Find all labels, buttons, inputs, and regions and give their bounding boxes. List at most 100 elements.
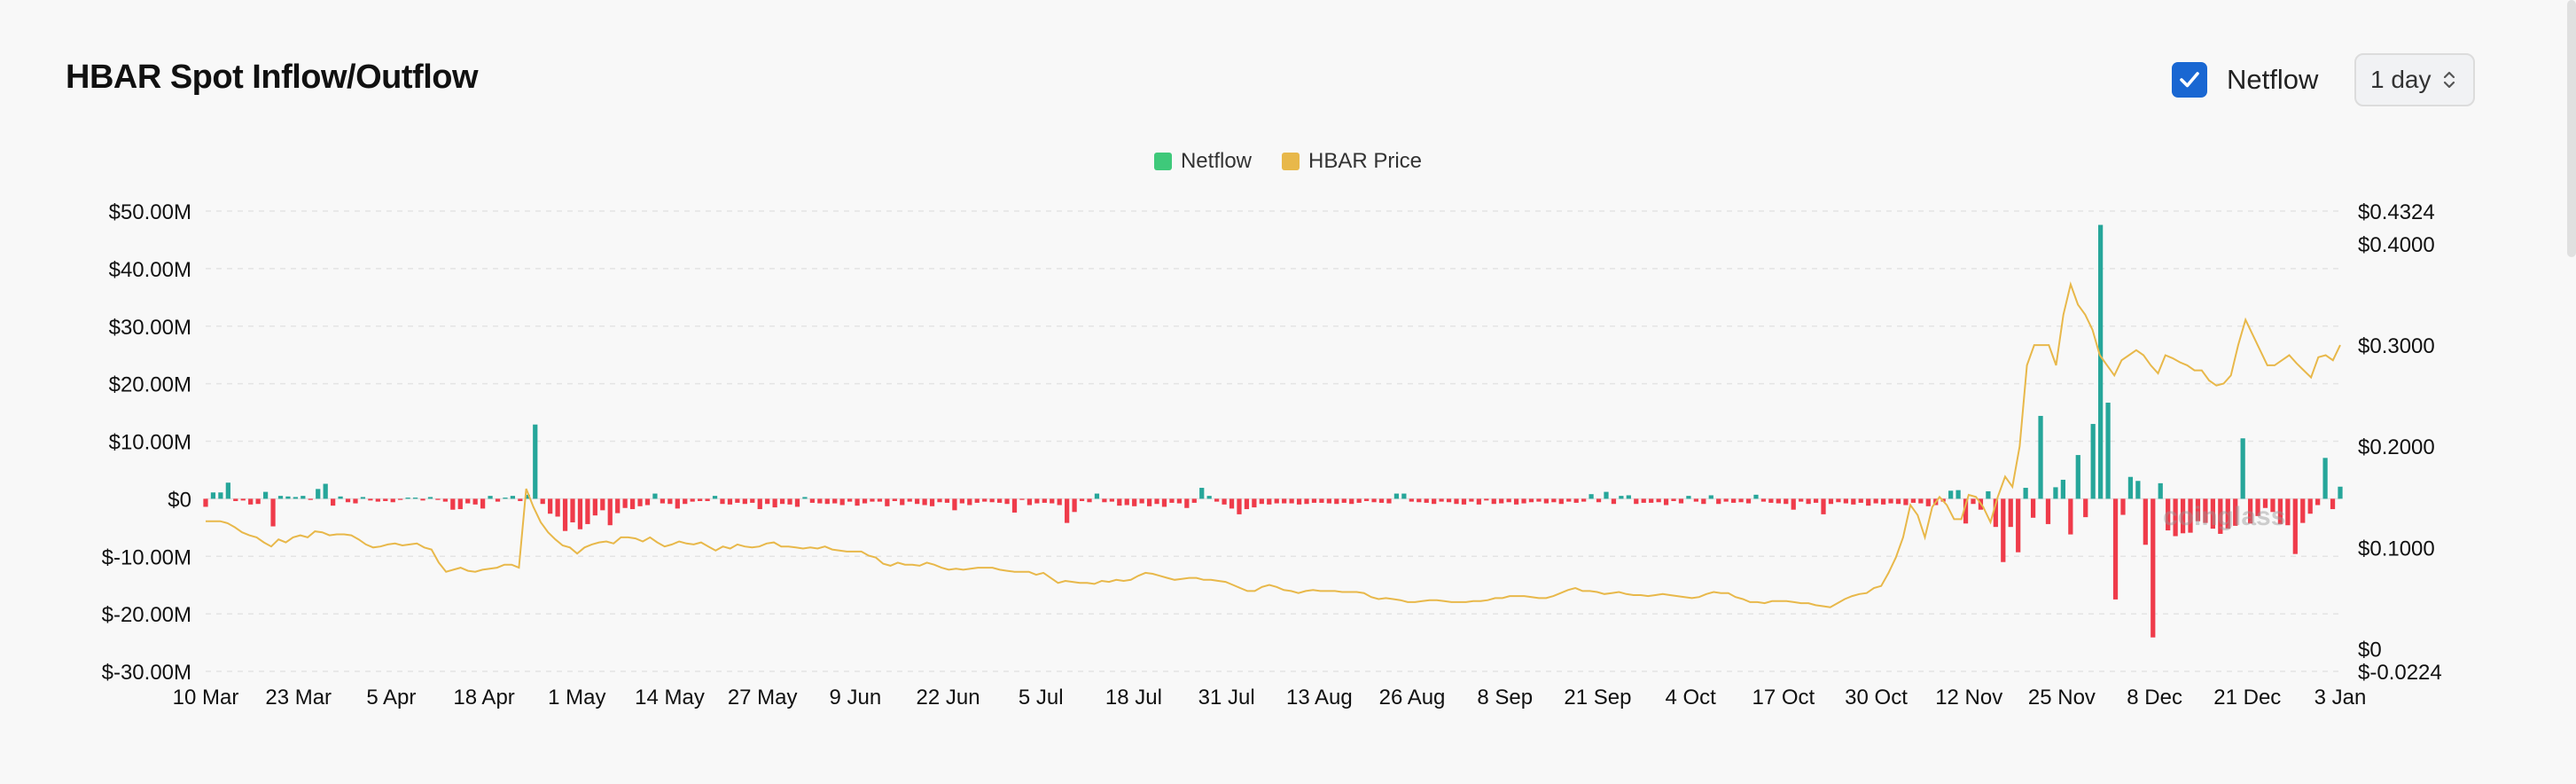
checkmark-icon (2180, 72, 2199, 88)
netflow-bar (2105, 403, 2111, 499)
netflow-bar (915, 498, 920, 505)
netflow-bar (1499, 498, 1504, 504)
netflow-bar (862, 498, 868, 504)
netflow-bar (420, 498, 425, 501)
watermark-logo: coinglass (2163, 502, 2286, 531)
netflow-bar (1469, 498, 1474, 502)
x-tick-label: 26 Aug (1379, 686, 1446, 710)
netflow-bar (1087, 498, 1092, 503)
netflow-bar (2188, 498, 2193, 533)
netflow-bar (629, 498, 636, 510)
y-left-tick-label: $10.00M (109, 431, 191, 455)
netflow-bar (787, 498, 792, 505)
interval-select[interactable]: 1 day (2354, 53, 2475, 106)
netflow-bar (2307, 498, 2313, 514)
netflow-bar (1678, 498, 1684, 504)
netflow-bar (203, 498, 208, 507)
netflow-bar (996, 498, 1003, 503)
netflow-bar (1738, 498, 1744, 503)
netflow-bar (592, 498, 597, 516)
netflow-bar (1334, 498, 1339, 505)
x-tick-label: 31 Jul (1198, 686, 1255, 710)
netflow-bar (2090, 424, 2096, 499)
netflow-bar (1026, 498, 1033, 506)
netflow-bar (847, 498, 853, 502)
x-tick-label: 1 May (548, 686, 605, 710)
x-tick-label: 21 Dec (2213, 686, 2281, 710)
netflow-bar (877, 498, 883, 502)
netflow-bar (2270, 498, 2275, 513)
netflow-bar (2016, 498, 2021, 553)
netflow-bar (465, 498, 471, 504)
netflow-bar (1649, 498, 1654, 503)
netflow-bar (2075, 455, 2080, 499)
netflow-bar (585, 498, 590, 524)
x-tick-label: 8 Sep (1477, 686, 1533, 710)
netflow-bar (555, 498, 560, 517)
netflow-bar (233, 498, 238, 501)
netflow-bar (316, 489, 321, 499)
netflow-bar (1206, 496, 1212, 499)
netflow-bar (2135, 481, 2141, 499)
netflow-bar (1866, 498, 1871, 506)
netflow-bar (1237, 498, 1242, 514)
netflow-bar (1723, 498, 1729, 502)
netflow-bar (533, 424, 538, 499)
x-tick-label: 25 Nov (2028, 686, 2096, 710)
netflow-bar (1199, 488, 1205, 499)
netflow-bar (690, 498, 695, 502)
netflow-bar (1558, 498, 1564, 505)
netflow-bar (510, 496, 516, 499)
y-left-tick-label: $50.00M (109, 200, 191, 224)
netflow-bar (525, 494, 530, 499)
legend-item-price[interactable]: HBAR Price (1282, 149, 1422, 174)
netflow-bar (2210, 498, 2215, 529)
netflow-bar (1259, 498, 1264, 505)
netflow-bar (2053, 487, 2058, 499)
netflow-bar (772, 498, 777, 508)
netflow-bar (607, 498, 613, 526)
netflow-bar (1109, 498, 1114, 502)
netflow-bar (570, 498, 575, 522)
netflow-bar (375, 498, 380, 502)
netflow-bar (1760, 498, 1767, 502)
netflow-bar (435, 498, 441, 500)
netflow-bar (2151, 498, 2156, 638)
netflow-bar (1386, 498, 1392, 504)
netflow-bar (1356, 498, 1362, 503)
legend-item-netflow[interactable]: Netflow (1153, 149, 1252, 174)
netflow-bar (1851, 498, 1856, 505)
netflow-bar (683, 498, 688, 505)
netflow-bar (442, 498, 448, 502)
netflow-checkbox[interactable] (2172, 62, 2207, 98)
netflow-bar (1663, 498, 1669, 506)
netflow-bar (944, 498, 950, 503)
y-left-tick-label: $-30.00M (102, 661, 191, 685)
netflow-bar (1169, 498, 1175, 503)
netflow-bar (637, 498, 643, 506)
netflow-bar (982, 498, 987, 502)
netflow-bar (750, 498, 755, 503)
netflow-bar (427, 497, 433, 499)
netflow-bar (1011, 498, 1018, 513)
netflow-bar (2292, 498, 2298, 554)
netflow-bar (1282, 498, 1287, 504)
netflow-bar (1821, 498, 1826, 514)
x-tick-label: 23 Mar (265, 686, 332, 710)
scrollbar[interactable] (2567, 0, 2576, 257)
netflow-bar (2143, 498, 2148, 545)
netflow-bar (1543, 498, 1550, 504)
netflow-bar (2045, 498, 2051, 524)
netflow-bar (1252, 498, 1257, 508)
netflow-toggle[interactable]: Netflow (2172, 62, 2318, 98)
netflow-bar (1925, 498, 1931, 506)
netflow-bar (2225, 498, 2230, 529)
x-tick-label: 30 Oct (1845, 686, 1908, 710)
netflow-bar (2038, 415, 2043, 499)
netflow-bar (2008, 498, 2013, 528)
y-left-tick-label: $-20.00M (102, 603, 191, 627)
x-tick-label: 10 Mar (173, 686, 239, 710)
netflow-bar (2338, 486, 2343, 499)
netflow-bar (1184, 498, 1190, 508)
netflow-bar (1484, 498, 1489, 501)
